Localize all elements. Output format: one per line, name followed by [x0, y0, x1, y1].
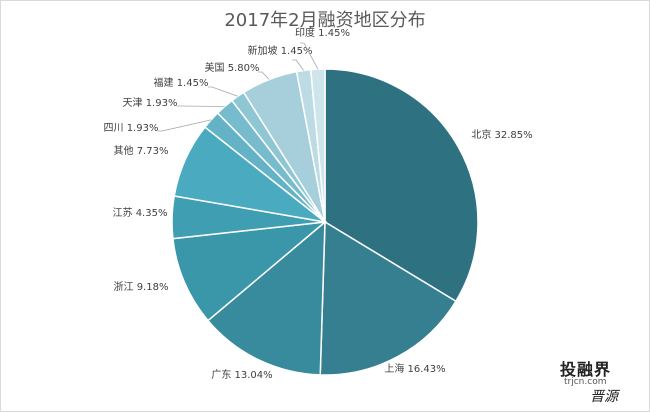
slice-label-5: 江苏 4.35% [113, 206, 168, 219]
leader-line-12 [300, 42, 319, 70]
slice-label-6: 其他 7.73% [114, 144, 169, 157]
pie-slice-4 [172, 220, 328, 322]
slice-label-8: 天津 1.93% [123, 97, 178, 109]
pie-slice-2 [319, 220, 457, 376]
slice-label-9: 福建 1.45% [154, 76, 209, 89]
slice-label-7: 四川 1.93% [104, 123, 159, 134]
slice-label-10: 美国 5.80% [205, 61, 260, 74]
pie-slice-3 [206, 220, 326, 376]
pie-slice-1 [324, 68, 479, 303]
leader-line-11 [292, 59, 304, 71]
slice-label-11: 新加坡 1.45% [248, 44, 313, 57]
slice-label-3: 广东 13.04% [211, 368, 272, 381]
slice-label-1: 北京 32.85% [471, 128, 532, 141]
leader-line-9 [208, 86, 238, 97]
leader-line-7 [158, 119, 212, 132]
slice-label-2: 上海 16.43% [384, 362, 445, 375]
chart-title: 2017年2月融资地区分布 [224, 10, 426, 31]
slice-label-4: 浙江 9.18% [114, 281, 169, 293]
slice-label-12: 印度 1.45% [295, 26, 350, 39]
watermark-brand-cn: 投融界 [560, 360, 612, 379]
leader-line-10 [258, 71, 270, 80]
leader-line-8 [177, 105, 225, 107]
watermark-signature: 晋源 [590, 389, 618, 405]
watermark-brand-en: trjcn.com [564, 377, 607, 387]
